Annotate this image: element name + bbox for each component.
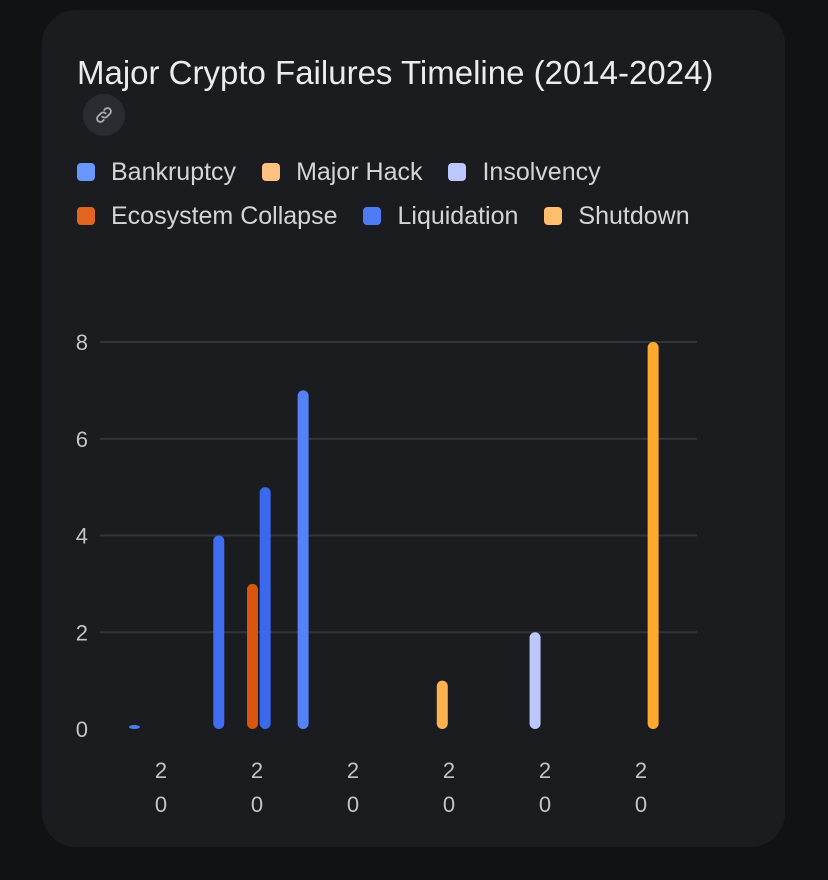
bar-insolvency[interactable] — [529, 632, 541, 729]
x-tick-label: 2 — [347, 758, 359, 783]
legend-swatch — [77, 163, 95, 181]
bar-shutdown[interactable] — [647, 342, 659, 729]
bar-liquidation[interactable] — [297, 390, 309, 729]
y-tick-label: 4 — [76, 524, 88, 549]
y-tick-label: 8 — [76, 330, 88, 355]
x-tick-label: 0 — [251, 792, 263, 817]
legend-swatch — [363, 207, 382, 225]
legend: Bankruptcy Major Hack Insolvency Ecosyst… — [77, 158, 757, 230]
legend-item-ecosystem-collapse[interactable]: Ecosystem Collapse — [77, 202, 337, 230]
chart-title: Major Crypto Failures Timeline (2014-202… — [77, 54, 714, 91]
chart-card: Major Crypto Failures Timeline (2014-202… — [42, 10, 785, 847]
bar-bankruptcy[interactable] — [259, 487, 271, 729]
y-tick-label: 0 — [76, 717, 88, 742]
bar-liquidation[interactable] — [213, 535, 225, 730]
legend-label: Liquidation — [397, 201, 519, 230]
legend-item-shutdown[interactable]: Shutdown — [544, 201, 690, 230]
legend-swatch — [262, 163, 281, 181]
legend-label: Major Hack — [296, 157, 423, 186]
bar-major-hack[interactable] — [436, 680, 448, 729]
bar-ecosystem-collapse[interactable] — [247, 583, 259, 729]
legend-swatch — [77, 207, 95, 225]
x-tick-label: 0 — [539, 792, 551, 817]
x-tick-label: 2 — [443, 758, 455, 783]
y-tick-label: 6 — [76, 427, 88, 452]
legend-label: Ecosystem Collapse — [111, 201, 338, 230]
title-row: Major Crypto Failures Timeline (2014-202… — [77, 48, 717, 140]
legend-label: Shutdown — [578, 201, 690, 230]
legend-item-liquidation[interactable]: Liquidation — [363, 202, 518, 230]
x-tick-label: 2 — [539, 758, 551, 783]
x-tick-label: 0 — [443, 792, 455, 817]
x-tick-label: 2 — [155, 758, 167, 783]
legend-swatch — [544, 207, 563, 225]
x-tick-label: 0 — [155, 792, 167, 817]
legend-item-major-hack[interactable]: Major Hack — [262, 158, 422, 186]
legend-swatch — [448, 163, 467, 181]
legend-label: Bankruptcy — [111, 157, 237, 186]
y-tick-label: 2 — [76, 620, 88, 645]
x-tick-label: 0 — [347, 792, 359, 817]
legend-label: Insolvency — [482, 157, 601, 186]
legend-item-bankruptcy[interactable]: Bankruptcy — [77, 158, 236, 186]
link-icon[interactable] — [83, 94, 125, 136]
x-tick-label: 2 — [635, 758, 647, 783]
legend-item-insolvency[interactable]: Insolvency — [448, 157, 601, 186]
x-tick-label: 0 — [635, 792, 647, 817]
bar-bankruptcy[interactable] — [128, 725, 140, 729]
x-tick-label: 2 — [251, 758, 263, 783]
